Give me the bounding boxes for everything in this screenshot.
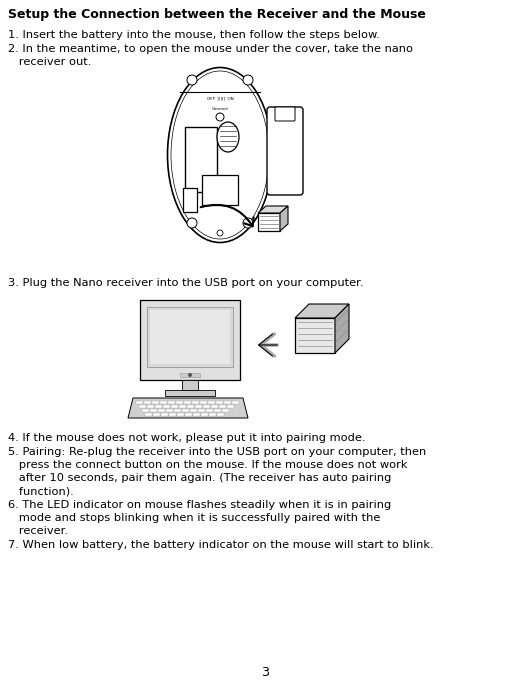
Text: 4. If the mouse does not work, please put it into pairing mode.: 4. If the mouse does not work, please pu… xyxy=(8,433,365,443)
Text: 3. Plug the Nano receiver into the USB port on your computer.: 3. Plug the Nano receiver into the USB p… xyxy=(8,278,364,288)
Text: 1. Insert the battery into the mouse, then follow the steps below.: 1. Insert the battery into the mouse, th… xyxy=(8,30,380,40)
Bar xyxy=(179,405,186,408)
Bar xyxy=(211,405,218,408)
Bar xyxy=(216,401,223,404)
Bar xyxy=(171,405,178,408)
Text: press the connect button on the mouse. If the mouse does not work: press the connect button on the mouse. I… xyxy=(8,460,407,470)
Polygon shape xyxy=(295,304,349,318)
Text: function).: function). xyxy=(8,486,74,496)
Text: 7. When low battery, the battery indicator on the mouse will start to blink.: 7. When low battery, the battery indicat… xyxy=(8,540,434,550)
Bar xyxy=(214,409,221,412)
Bar xyxy=(155,405,162,408)
Bar xyxy=(160,401,167,404)
Bar xyxy=(217,413,224,416)
Bar xyxy=(150,409,157,412)
Bar xyxy=(161,413,168,416)
Bar xyxy=(180,373,200,377)
Bar xyxy=(158,409,165,412)
Bar xyxy=(258,213,280,231)
Circle shape xyxy=(217,230,223,236)
Bar xyxy=(169,413,176,416)
Text: Connect: Connect xyxy=(211,107,228,111)
Bar xyxy=(295,318,335,353)
Bar xyxy=(177,413,184,416)
Polygon shape xyxy=(280,206,288,231)
Text: 3: 3 xyxy=(261,666,270,679)
Polygon shape xyxy=(335,304,349,353)
Bar xyxy=(182,409,189,412)
Bar xyxy=(227,405,234,408)
Bar xyxy=(192,401,199,404)
Bar xyxy=(144,401,151,404)
Bar xyxy=(203,405,210,408)
Text: receiver out.: receiver out. xyxy=(8,57,91,67)
Ellipse shape xyxy=(217,122,239,152)
Bar xyxy=(201,413,208,416)
Text: mode and stops blinking when it is successfully paired with the: mode and stops blinking when it is succe… xyxy=(8,513,380,523)
Bar xyxy=(198,93,242,101)
Bar xyxy=(219,405,226,408)
Ellipse shape xyxy=(167,68,272,243)
Bar xyxy=(198,409,205,412)
Bar xyxy=(166,409,173,412)
Bar xyxy=(174,409,181,412)
Bar xyxy=(142,409,149,412)
Bar xyxy=(147,307,233,367)
Circle shape xyxy=(188,373,192,377)
Bar xyxy=(168,401,175,404)
Text: 6. The LED indicator on mouse flashes steadily when it is in pairing: 6. The LED indicator on mouse flashes st… xyxy=(8,500,391,510)
Bar xyxy=(185,413,192,416)
Bar xyxy=(140,300,240,380)
Bar xyxy=(232,401,239,404)
Bar xyxy=(190,409,197,412)
FancyBboxPatch shape xyxy=(275,107,295,121)
Bar xyxy=(150,310,230,364)
FancyArrowPatch shape xyxy=(201,205,254,226)
Bar xyxy=(136,401,143,404)
Bar xyxy=(206,409,213,412)
Bar xyxy=(200,401,207,404)
Bar xyxy=(208,401,215,404)
Text: Setup the Connection between the Receiver and the Mouse: Setup the Connection between the Receive… xyxy=(8,8,426,21)
Bar xyxy=(187,405,194,408)
Text: 5. Pairing: Re-plug the receiver into the USB port on your computer, then: 5. Pairing: Re-plug the receiver into th… xyxy=(8,447,426,457)
Circle shape xyxy=(216,113,224,121)
Text: after 10 seconds, pair them again. (The receiver has auto pairing: after 10 seconds, pair them again. (The … xyxy=(8,473,391,483)
Bar xyxy=(147,405,154,408)
Bar xyxy=(202,175,238,205)
Bar xyxy=(153,413,160,416)
Bar xyxy=(183,188,197,212)
Circle shape xyxy=(243,218,253,228)
Bar xyxy=(185,127,217,192)
Bar xyxy=(193,413,200,416)
FancyArrowPatch shape xyxy=(261,334,277,356)
Text: 2. In the meantime, to open the mouse under the cover, take the nano: 2. In the meantime, to open the mouse un… xyxy=(8,44,413,54)
Bar xyxy=(182,380,198,390)
Text: receiver.: receiver. xyxy=(8,526,68,536)
Polygon shape xyxy=(128,398,248,418)
Bar xyxy=(152,401,159,404)
Bar xyxy=(222,409,229,412)
Bar xyxy=(163,405,170,408)
Circle shape xyxy=(243,75,253,85)
Bar xyxy=(224,401,231,404)
Bar xyxy=(145,413,152,416)
Bar xyxy=(165,390,215,396)
Bar xyxy=(209,413,216,416)
Text: OFF  [|||]  ON: OFF [|||] ON xyxy=(207,96,233,100)
Bar xyxy=(176,401,183,404)
Polygon shape xyxy=(258,206,288,213)
Circle shape xyxy=(187,75,197,85)
FancyBboxPatch shape xyxy=(267,107,303,195)
Circle shape xyxy=(187,218,197,228)
Bar xyxy=(195,405,202,408)
Bar xyxy=(184,401,191,404)
Bar xyxy=(139,405,146,408)
